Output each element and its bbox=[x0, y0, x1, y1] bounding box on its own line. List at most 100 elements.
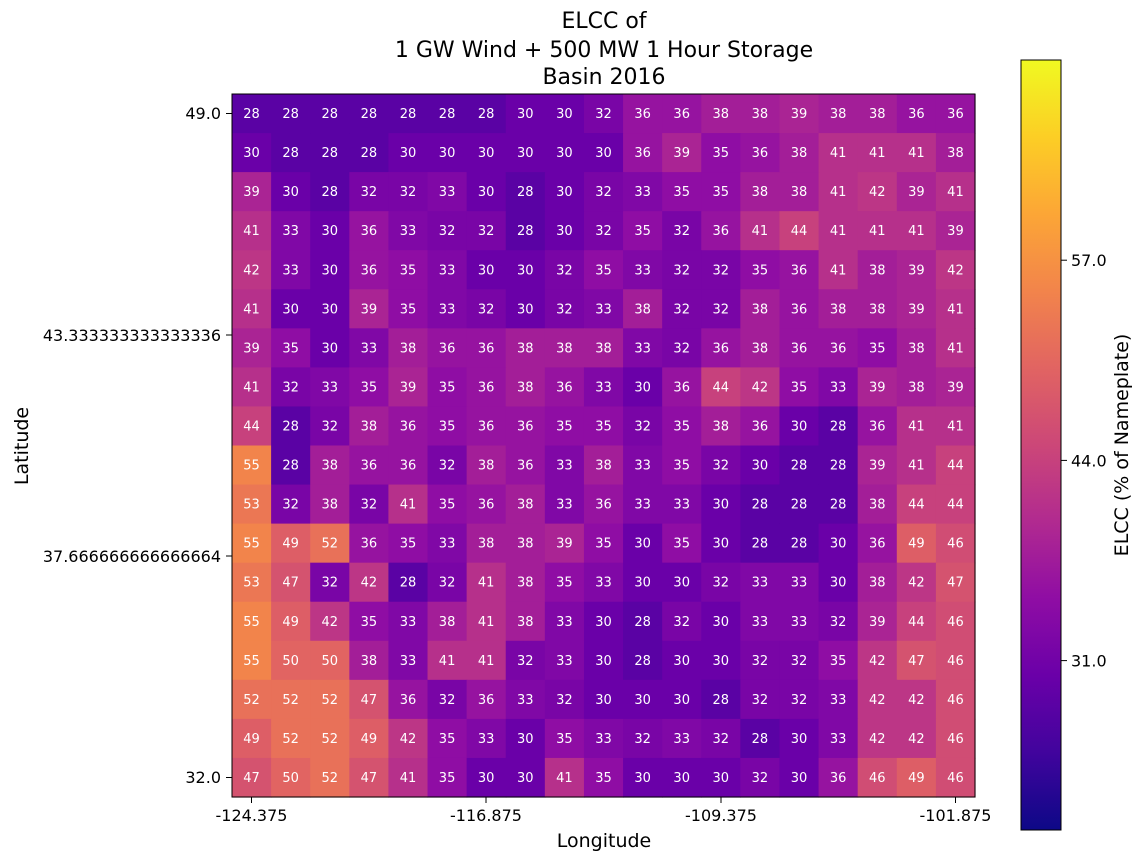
cell-value-label: 39 bbox=[243, 341, 260, 356]
heatmap-cell bbox=[583, 523, 624, 564]
heatmap-cell bbox=[388, 679, 429, 720]
heatmap-cell bbox=[701, 679, 741, 720]
cell-value-label: 55 bbox=[243, 537, 260, 552]
cell-value-label: 39 bbox=[556, 537, 573, 552]
cell-value-label: 28 bbox=[321, 107, 338, 122]
cell-value-label: 32 bbox=[634, 732, 651, 747]
cell-value-label: 55 bbox=[243, 459, 260, 474]
cell-value-label: 35 bbox=[595, 537, 612, 552]
heatmap-cell bbox=[427, 367, 468, 408]
cell-value-label: 55 bbox=[243, 615, 260, 630]
heatmap-cell bbox=[779, 406, 820, 447]
heatmap-cell bbox=[388, 562, 429, 603]
heatmap-cell bbox=[271, 289, 311, 329]
cell-value-label: 30 bbox=[517, 263, 534, 278]
heatmap-cell bbox=[623, 679, 663, 720]
cell-value-label: 53 bbox=[243, 498, 260, 513]
cell-value-label: 30 bbox=[791, 419, 808, 434]
heatmap-cell bbox=[779, 211, 820, 251]
heatmap-cell bbox=[349, 484, 390, 525]
cell-value-label: 44 bbox=[947, 498, 964, 513]
cell-value-label: 36 bbox=[478, 341, 495, 356]
heatmap-cell bbox=[818, 133, 859, 173]
heatmap-cell bbox=[896, 718, 937, 759]
heatmap-cell bbox=[271, 562, 311, 603]
cell-value-label: 38 bbox=[361, 419, 378, 434]
heatmap-cell bbox=[310, 757, 350, 798]
cell-value-label: 30 bbox=[321, 302, 338, 317]
cell-value-label: 36 bbox=[908, 107, 925, 122]
heatmap-cell bbox=[740, 367, 781, 408]
cell-value-label: 30 bbox=[830, 537, 847, 552]
heatmap-cell bbox=[818, 211, 859, 251]
cell-value-label: 33 bbox=[439, 302, 456, 317]
colorbar-label: ELCC (% of Nameplate) bbox=[1111, 334, 1133, 557]
cell-value-label: 36 bbox=[400, 693, 417, 708]
heatmap-cell bbox=[662, 679, 702, 720]
heatmap-cell bbox=[623, 718, 663, 759]
cell-value-label: 42 bbox=[908, 732, 925, 747]
heatmap-cell bbox=[466, 172, 507, 212]
cell-value-label: 33 bbox=[556, 498, 573, 513]
heatmap-cell bbox=[427, 484, 468, 525]
cell-value-label: 36 bbox=[400, 419, 417, 434]
cell-value-label: 38 bbox=[869, 302, 886, 317]
cell-value-label: 32 bbox=[713, 732, 730, 747]
cell-value-label: 38 bbox=[595, 459, 612, 474]
cell-value-label: 47 bbox=[243, 771, 260, 786]
heatmap-cells: 28 28 28 28 28 28 28 30 30 32 36 36 38 38 39 38 38 36 36 30… bbox=[232, 94, 976, 798]
cell-value-label: 30 bbox=[673, 771, 690, 786]
heatmap-cell bbox=[857, 172, 898, 212]
cell-value-label: 36 bbox=[361, 537, 378, 552]
cell-value-label: 35 bbox=[673, 185, 690, 200]
cell-value-label: 28 bbox=[830, 419, 847, 434]
cell-value-label: 32 bbox=[517, 654, 534, 669]
heatmap-cell bbox=[857, 328, 898, 368]
heatmap-cell bbox=[544, 250, 585, 290]
heatmap-cell bbox=[583, 640, 624, 681]
heatmap-cell bbox=[701, 484, 741, 525]
cell-value-label: 32 bbox=[439, 576, 456, 591]
cell-value-label: 38 bbox=[752, 185, 769, 200]
cell-value-label: 33 bbox=[595, 576, 612, 591]
heatmap-cell bbox=[505, 484, 546, 525]
cell-value-label: 36 bbox=[791, 302, 808, 317]
cell-value-label: 30 bbox=[517, 146, 534, 161]
cell-value-label: 32 bbox=[595, 185, 612, 200]
cell-value-label: 32 bbox=[361, 185, 378, 200]
heatmap-cell bbox=[740, 328, 781, 368]
heatmap-cell bbox=[232, 328, 272, 368]
heatmap-cell bbox=[935, 523, 976, 564]
cell-value-label: 32 bbox=[595, 224, 612, 239]
heatmap-cell bbox=[662, 718, 702, 759]
heatmap-cell bbox=[349, 757, 390, 798]
cell-value-label: 38 bbox=[869, 263, 886, 278]
heatmap-cell bbox=[779, 601, 820, 642]
heatmap-cell bbox=[818, 445, 859, 486]
cell-value-label: 38 bbox=[869, 576, 886, 591]
heatmap-cell bbox=[505, 172, 546, 212]
cell-value-label: 38 bbox=[713, 419, 730, 434]
cell-value-label: 42 bbox=[869, 654, 886, 669]
heatmap-cell bbox=[466, 133, 507, 173]
heatmap-cell bbox=[388, 289, 429, 329]
cell-value-label: 32 bbox=[282, 498, 299, 513]
plot-frame bbox=[231, 93, 976, 798]
heatmap-cell bbox=[505, 679, 546, 720]
cell-value-label: 33 bbox=[321, 380, 338, 395]
heatmap-cell bbox=[935, 289, 976, 329]
cell-value-label: 35 bbox=[713, 146, 730, 161]
cell-value-label: 36 bbox=[361, 459, 378, 474]
cell-value-label: 49 bbox=[908, 537, 925, 552]
heatmap-cell bbox=[896, 445, 937, 486]
heatmap-cell bbox=[935, 172, 976, 212]
heatmap-cell bbox=[310, 250, 350, 290]
cell-value-label: 41 bbox=[830, 224, 847, 239]
heatmap-cell bbox=[271, 94, 311, 134]
cell-value-label: 46 bbox=[947, 615, 964, 630]
heatmap-cell bbox=[505, 640, 546, 681]
cell-value-label: 35 bbox=[439, 732, 456, 747]
cell-value-label: 33 bbox=[361, 341, 378, 356]
heatmap-cell bbox=[271, 679, 311, 720]
